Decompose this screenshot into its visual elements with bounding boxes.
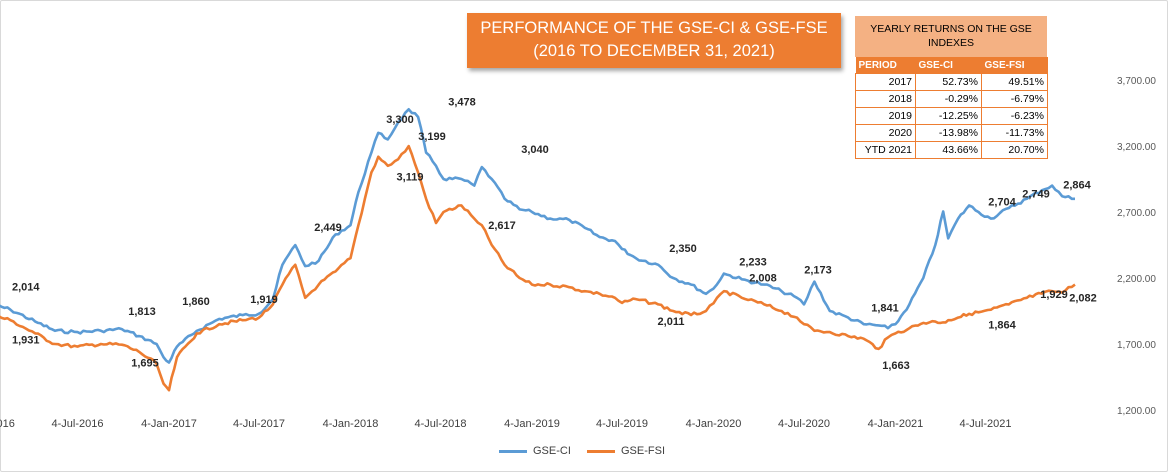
period-cell: YTD 2021 xyxy=(855,141,916,159)
gse-ci-cell: -12.25% xyxy=(915,107,982,125)
yearly-returns-table: YEARLY RETURNS ON THE GSE INDEXES PERIOD… xyxy=(855,16,1048,159)
gse-ci-cell: 52.73% xyxy=(915,73,982,91)
data-label: 1,929 xyxy=(1040,289,1068,301)
data-label: 2,011 xyxy=(658,316,685,328)
data-label: 1,864 xyxy=(988,319,1016,331)
data-label: 3,119 xyxy=(397,172,424,184)
col-header-gse-fsi: GSE-FSI xyxy=(981,57,1048,74)
x-tick-label: 4-Jan-2017 xyxy=(141,418,197,430)
x-tick-label: 4-Jul-2021 xyxy=(959,418,1011,430)
data-label: 1,919 xyxy=(250,294,278,306)
x-tick-label: 4-Jul-2019 xyxy=(596,418,648,430)
table-row: 2018 -0.29% -6.79% xyxy=(855,90,1048,108)
legend-label-gse-fsi: GSE-FSI xyxy=(621,445,666,457)
data-label: 1,813 xyxy=(128,306,156,318)
gse-ci-cell: -0.29% xyxy=(915,90,982,108)
x-tick-label: 4-Jan-2016 xyxy=(0,418,15,430)
period-cell: 2018 xyxy=(855,90,916,108)
legend-swatch-gse-ci xyxy=(499,449,527,453)
gse-fsi-cell: -6.79% xyxy=(981,90,1048,108)
gse-fsi-cell: 20.70% xyxy=(981,141,1048,159)
series-line-gse-ci xyxy=(0,108,1075,364)
data-label: 1,860 xyxy=(182,296,210,308)
y-tick-label: 2,200.00 xyxy=(1117,274,1156,285)
data-label: 1,695 xyxy=(131,358,159,370)
data-label: 2,350 xyxy=(669,243,697,255)
series-line-gse-fsi xyxy=(0,144,1076,392)
data-label: 2,173 xyxy=(804,265,832,277)
data-label: 1,841 xyxy=(871,302,899,314)
table-row: 2020 -13.98% -11.73% xyxy=(855,124,1048,142)
x-tick-label: 4-Jul-2017 xyxy=(233,418,285,430)
x-tick-label: 4-Jul-2018 xyxy=(415,418,467,430)
data-label: 3,040 xyxy=(521,144,549,156)
y-axis-ticks: 1,200.00 1,700.00 2,200.00 2,700.00 3,200.00… xyxy=(1117,76,1156,417)
legend-item-gse-ci: GSE-CI xyxy=(499,445,571,457)
y-tick-label: 3,700.00 xyxy=(1117,76,1156,87)
y-tick-label: 1,200.00 xyxy=(1117,406,1156,417)
data-label: 2,864 xyxy=(1063,179,1091,191)
gse-ci-cell: 43.66% xyxy=(915,141,982,159)
x-tick-label: 4-Jan-2018 xyxy=(323,418,379,430)
series-lines xyxy=(0,108,1076,392)
period-cell: 2019 xyxy=(855,107,916,125)
gse-fsi-cell: 49.51% xyxy=(981,73,1048,91)
data-label: 3,478 xyxy=(448,96,476,108)
data-label: 1,663 xyxy=(882,360,910,372)
gse-fsi-cell: -11.73% xyxy=(981,124,1048,142)
table-row: 2019 -12.25% -6.23% xyxy=(855,107,1048,125)
returns-grid: PERIOD GSE-CI GSE-FSI 2017 52.73% 49.51%… xyxy=(855,57,1048,159)
x-tick-label: 4-Jul-2016 xyxy=(52,418,104,430)
y-tick-label: 3,200.00 xyxy=(1117,142,1156,153)
yearly-returns-heading: YEARLY RETURNS ON THE GSE INDEXES xyxy=(855,16,1047,57)
data-label: 2,449 xyxy=(314,222,342,234)
chart-legend: GSE-CI GSE-FSI xyxy=(0,445,1170,461)
gse-ci-cell: -13.98% xyxy=(915,124,982,142)
period-cell: 2017 xyxy=(855,73,916,91)
data-label: 2,617 xyxy=(488,220,516,232)
table-row: 2017 52.73% 49.51% xyxy=(855,73,1048,91)
y-tick-label: 1,700.00 xyxy=(1117,340,1156,351)
chart-title: PERFORMANCE OF THE GSE-CI & GSE-FSE (201… xyxy=(467,13,841,68)
x-axis-ticks: 4-Jan-2016 4-Jul-2016 4-Jan-2017 4-Jul-2017… xyxy=(0,418,1011,430)
data-label: 2,014 xyxy=(12,282,40,294)
returns-header-row: PERIOD GSE-CI GSE-FSI xyxy=(855,57,1048,74)
data-label: 3,300 xyxy=(386,114,414,126)
period-cell: 2020 xyxy=(855,124,916,142)
data-label: 1,931 xyxy=(12,335,40,347)
gse-fsi-cell: -6.23% xyxy=(981,107,1048,125)
data-label: 2,008 xyxy=(749,272,777,284)
col-header-gse-ci: GSE-CI xyxy=(915,57,982,74)
y-tick-label: 2,700.00 xyxy=(1117,208,1156,219)
data-annotations: 2,014 1,931 1,813 1,695 1,860 1,919 2,449 3,300… xyxy=(12,96,1097,372)
data-label: 3,199 xyxy=(418,131,446,143)
x-tick-label: 4-Jan-2020 xyxy=(686,418,742,430)
data-label: 2,704 xyxy=(988,196,1016,208)
chart-title-line1: PERFORMANCE OF THE GSE-CI & GSE-FSE xyxy=(480,19,828,37)
x-tick-label: 4-Jan-2019 xyxy=(504,418,560,430)
legend-label-gse-ci: GSE-CI xyxy=(533,445,571,457)
chart-title-line2: (2016 TO DECEMBER 31, 2021) xyxy=(533,42,775,60)
col-header-period: PERIOD xyxy=(855,57,916,74)
data-label: 2,749 xyxy=(1022,189,1050,201)
data-label: 2,233 xyxy=(739,257,767,269)
legend-item-gse-fsi: GSE-FSI xyxy=(587,445,665,457)
x-tick-label: 4-Jan-2021 xyxy=(868,418,924,430)
legend-swatch-gse-fsi xyxy=(587,449,615,453)
table-row: YTD 2021 43.66% 20.70% xyxy=(855,141,1048,159)
x-tick-label: 4-Jul-2020 xyxy=(778,418,830,430)
data-label: 2,082 xyxy=(1069,293,1097,305)
